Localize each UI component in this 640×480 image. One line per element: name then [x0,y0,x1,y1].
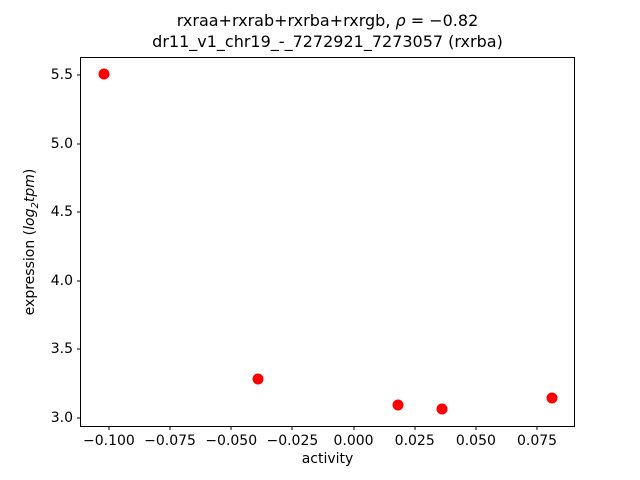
x-tick-mark [169,426,171,430]
data-point [252,373,264,385]
x-tick-mark [475,426,477,430]
x-tick-mark [536,426,538,430]
ylabel-math: log2tpm [22,174,41,230]
x-tick-mark [353,426,355,430]
y-tick-label: 3.0 [50,409,73,426]
y-tick-mark [77,280,81,282]
chart-title-line1: rxraa+rxrab+rxrba+rxrgb, ρ = −0.82 [80,10,575,31]
y-tick-mark [77,211,81,213]
y-tick-label: 5.5 [50,67,73,84]
x-tick-mark [291,426,293,430]
y-tick-label: 4.0 [50,272,73,289]
y-tick-label: 5.0 [50,135,73,152]
x-tick-label: −0.100 [82,433,135,449]
data-point [98,68,110,80]
y-tick-mark [77,417,81,419]
x-tick-mark [414,426,416,430]
x-tick-label: 0.000 [333,433,374,449]
x-tick-mark [230,426,232,430]
title-text-prefix: rxraa+rxrab+rxrba+rxrgb, [176,11,396,30]
title-text-suffix: = −0.82 [405,11,479,30]
plot-area: −0.100 −0.075 −0.050 −0.025 0.000 0.025 0.050 0… [51,57,575,449]
x-tick-mark [108,426,110,430]
ylabel-prefix: expression ( [22,229,38,316]
chart-title-line2: dr11_v1_chr19_-_7272921_7273057 (rxrba) [152,32,503,51]
x-tick-label: 0.075 [517,433,558,449]
y-axis-label: expression (log2tpm) [22,168,41,316]
y-tick-mark [77,348,81,350]
chart-title-block: rxraa+rxrab+rxrba+rxrgb, ρ = −0.82 dr11_… [80,10,575,52]
data-point [392,399,404,411]
title-rho-symbol: ρ [395,11,406,30]
x-tick-label: 0.025 [394,433,435,449]
x-tick-label: −0.025 [266,433,319,449]
data-point [436,403,448,415]
ylabel-suffix: ) [22,168,38,175]
y-tick-label: 3.5 [50,341,73,358]
data-point [546,392,558,404]
x-tick-label: 0.050 [455,433,496,449]
y-tick-mark [77,143,81,145]
x-tick-label: −0.075 [144,433,196,449]
x-tick-label: −0.050 [205,433,258,449]
x-axis-label: activity [301,451,354,467]
y-tick-label: 4.5 [50,204,73,221]
y-tick-mark [77,74,81,76]
